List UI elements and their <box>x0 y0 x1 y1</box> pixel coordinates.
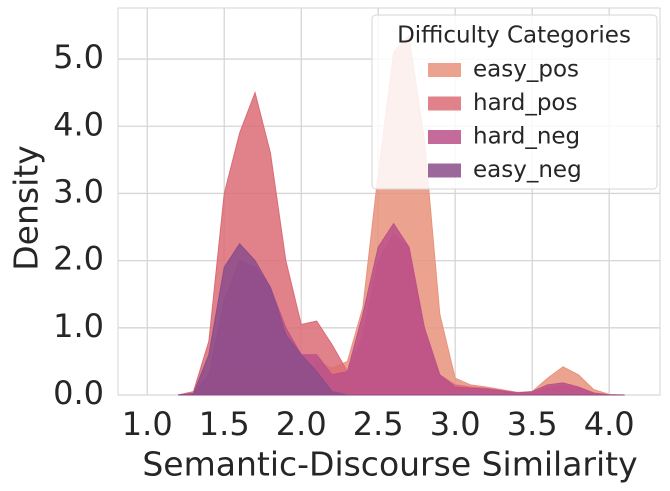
legend-label: easy_neg <box>473 157 582 183</box>
legend-label: hard_neg <box>473 124 580 150</box>
x-tick-label: 4.0 <box>584 405 635 443</box>
legend-swatch <box>428 96 461 111</box>
x-tick-label: 3.5 <box>507 405 558 443</box>
legend-label: hard_pos <box>473 90 577 116</box>
y-tick-label: 0.0 <box>53 374 104 412</box>
legend-frame <box>371 14 658 190</box>
y-tick-label: 5.0 <box>53 38 104 76</box>
x-tick-label: 3.0 <box>430 405 481 443</box>
x-tick-label: 1.0 <box>122 405 173 443</box>
y-tick-label: 1.0 <box>53 307 104 345</box>
y-tick-label: 2.0 <box>53 240 104 278</box>
x-tick-label: 2.0 <box>276 405 327 443</box>
y-tick-label: 4.0 <box>53 105 104 143</box>
legend: Difficulty Categories easy_pos hard_posha… <box>371 14 658 190</box>
x-tick-label: 2.5 <box>353 405 404 443</box>
y-axis-label: Density <box>7 145 46 270</box>
density-area <box>178 243 625 396</box>
legend-swatch <box>428 130 461 144</box>
legend-title: Difficulty Categories <box>397 23 631 49</box>
x-axis-label: Semantic-Discourse Similarity <box>142 445 637 484</box>
y-tick-label: 3.0 <box>53 172 104 210</box>
legend-swatch <box>428 163 461 178</box>
ticks: 1.0 1.5 2.0 2.5 3.0 3.5 4.0 0.0 1.0 2.0 3.0 4.0 5.0 <box>53 38 635 443</box>
x-tick-label: 1.5 <box>199 405 250 443</box>
legend-label: easy_pos <box>473 57 579 83</box>
legend-swatch <box>428 63 461 77</box>
